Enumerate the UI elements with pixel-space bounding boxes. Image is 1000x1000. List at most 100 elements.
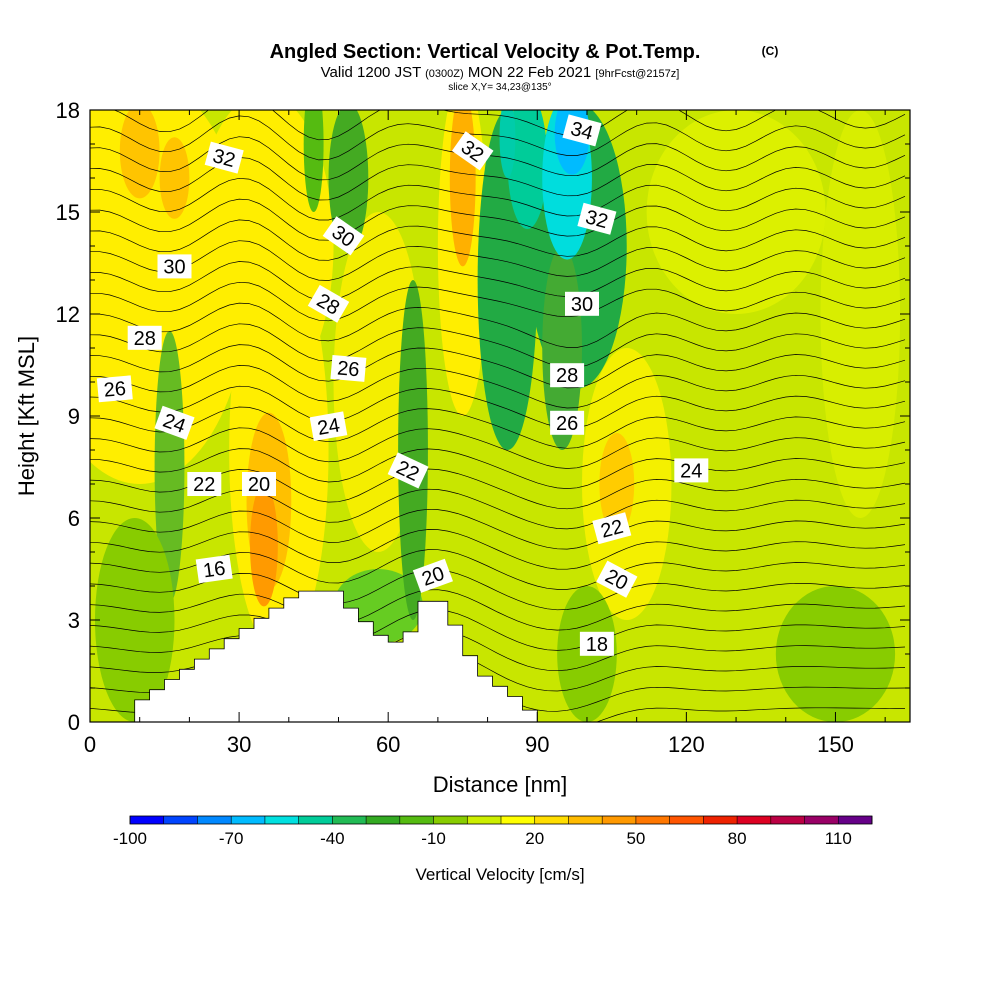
chart-title: Angled Section: Vertical Velocity & Pot.…	[270, 41, 701, 63]
y-tick-label: 6	[68, 506, 80, 531]
colorbar-tick-label: 20	[525, 829, 544, 848]
field-blob	[449, 110, 476, 267]
theta-label-box	[674, 458, 709, 483]
field-blob	[154, 331, 185, 603]
theta-contour	[90, 302, 906, 348]
theta-label-box	[195, 554, 233, 584]
field-blob	[646, 110, 826, 314]
theta-label: 30	[565, 291, 599, 316]
colorbar-tick-label: 110	[825, 829, 852, 848]
x-tick-label: 30	[227, 732, 251, 757]
theta-label-box	[322, 216, 365, 256]
theta-label-text: 28	[134, 328, 156, 350]
theta-label: 26	[96, 375, 133, 403]
theta-label-box	[387, 452, 429, 489]
theta-label: 22	[187, 472, 222, 496]
colorbar-swatch	[770, 816, 805, 824]
chart-subtitle: Valid 1200 JST (0300Z) MON 22 Feb 2021 […	[321, 64, 680, 81]
terrain	[90, 590, 910, 722]
colorbar-swatch	[332, 816, 367, 824]
theta-label-box	[157, 254, 192, 279]
field-blob	[159, 137, 190, 219]
field-blob	[250, 484, 278, 607]
colorbar-swatch	[534, 816, 569, 824]
theta-label: 32	[577, 202, 617, 235]
theta-contour	[90, 198, 906, 241]
colorbar-tick-label: -40	[320, 829, 345, 848]
colorbar-tick-label: 80	[728, 829, 747, 848]
theta-label-box	[204, 141, 244, 174]
colorbar-swatch	[568, 816, 603, 824]
theta-contour	[90, 385, 906, 429]
theta-label-box	[96, 375, 133, 403]
subtitle-date: MON 22 Feb 2021	[468, 64, 591, 81]
theta-label-box	[550, 363, 585, 388]
theta-label-box	[307, 284, 350, 323]
theta-label: 32	[204, 141, 244, 174]
x-axis-label: Distance [nm]	[433, 772, 568, 797]
theta-contour	[90, 177, 906, 221]
theta-label-box	[577, 202, 617, 235]
y-tick-label: 3	[68, 608, 80, 633]
x-tick-label: 60	[376, 732, 400, 757]
theta-label-text: 30	[571, 294, 593, 316]
subtitle-main: Valid 1200 JST	[321, 64, 421, 81]
theta-label-box	[596, 560, 638, 598]
theta-contour	[90, 488, 906, 530]
theta-label: 18	[579, 631, 614, 656]
field-blob	[499, 110, 516, 178]
theta-label-box	[309, 411, 348, 441]
velocity-field	[90, 110, 910, 722]
theta-label-box	[330, 354, 367, 382]
theta-label: 16	[195, 554, 233, 584]
theta-label-box	[242, 472, 276, 496]
theta-contour	[90, 344, 906, 389]
colorbar-swatch	[467, 816, 502, 824]
theta-label-box	[579, 631, 614, 656]
x-tick-label: 120	[668, 732, 705, 757]
colorbar-swatch	[804, 816, 839, 824]
theta-label-box	[550, 410, 585, 435]
field-blob	[820, 110, 901, 518]
theta-label-text: 26	[103, 378, 127, 402]
colorbar-swatch	[298, 816, 333, 824]
x-axis: 0 30 60 90 120 150	[84, 110, 886, 757]
theta-label: 28	[550, 363, 585, 388]
colorbar-swatch	[366, 816, 401, 824]
theta-contour	[90, 406, 906, 449]
x-tick-label: 90	[525, 732, 549, 757]
theta-contour	[90, 448, 906, 489]
theta-label-text: 28	[556, 365, 578, 387]
theta-label-box	[187, 472, 222, 496]
colorbar-swatch	[737, 816, 772, 824]
theta-contour	[90, 508, 906, 550]
theta-label-box	[451, 131, 494, 171]
theta-label-box	[154, 405, 195, 440]
theta-label-box	[592, 512, 632, 545]
theta-label: 26	[330, 354, 367, 382]
theta-contour	[90, 549, 906, 590]
colorbar-swatch	[602, 816, 637, 824]
theta-contour	[90, 427, 906, 469]
colorbar-swatch	[163, 816, 198, 824]
field-blob	[94, 518, 175, 722]
colorbar-swatch	[130, 816, 165, 824]
colorbar-swatch	[399, 816, 434, 824]
theta-label: 24	[309, 411, 348, 441]
theta-label-text: 24	[316, 414, 342, 440]
theta-label-box	[127, 325, 162, 350]
colorbar-swatch	[838, 816, 873, 824]
theta-contour	[90, 609, 906, 651]
y-axis-label: Height [Kft MSL]	[14, 336, 39, 496]
field-blob	[303, 110, 324, 212]
theta-contour	[90, 240, 906, 281]
theta-label-text: 16	[202, 558, 227, 583]
theta-contour	[90, 219, 906, 261]
colorbar-swatch	[635, 816, 670, 824]
chart-title-unit: (C)	[762, 44, 779, 58]
subtitle-forecast: [9hrFcst@2157z]	[595, 68, 679, 80]
theta-contour	[90, 261, 906, 301]
theta-label: 30	[157, 254, 192, 279]
